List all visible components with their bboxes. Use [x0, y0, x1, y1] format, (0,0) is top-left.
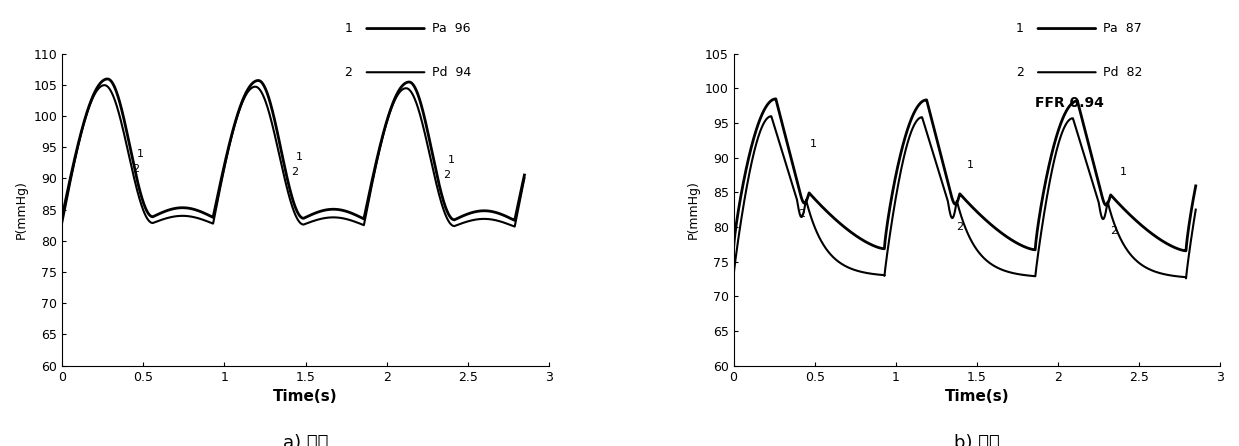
- X-axis label: Time(s): Time(s): [274, 389, 338, 404]
- Text: a) 静息: a) 静息: [282, 434, 328, 446]
- Text: Pa  87: Pa 87: [1103, 22, 1142, 35]
- Text: 1: 1: [968, 160, 974, 170]
- Text: 1: 1: [449, 155, 455, 165]
- Text: 2: 2: [133, 164, 139, 174]
- Text: 2: 2: [1110, 226, 1116, 236]
- Text: 2: 2: [291, 167, 299, 177]
- Text: 1: 1: [1016, 22, 1023, 35]
- Text: 1: 1: [344, 22, 352, 35]
- Text: 1: 1: [810, 139, 817, 149]
- Y-axis label: P(mmHg): P(mmHg): [15, 180, 28, 239]
- Text: FFR 0.94: FFR 0.94: [1036, 96, 1104, 111]
- Y-axis label: P(mmHg): P(mmHg): [686, 180, 699, 239]
- Text: 2: 2: [344, 66, 352, 79]
- Text: 2: 2: [1016, 66, 1023, 79]
- Text: 1: 1: [1120, 167, 1126, 177]
- Text: 1: 1: [296, 152, 302, 161]
- Text: 2: 2: [444, 170, 451, 180]
- Text: 2: 2: [798, 209, 805, 219]
- Text: Pd  94: Pd 94: [432, 66, 471, 79]
- Text: b) 充血: b) 充血: [954, 434, 1000, 446]
- X-axis label: Time(s): Time(s): [944, 389, 1009, 404]
- Text: 1: 1: [136, 149, 144, 158]
- Text: 2: 2: [955, 223, 963, 232]
- Text: Pd  82: Pd 82: [1103, 66, 1142, 79]
- Text: Pa  96: Pa 96: [432, 22, 471, 35]
